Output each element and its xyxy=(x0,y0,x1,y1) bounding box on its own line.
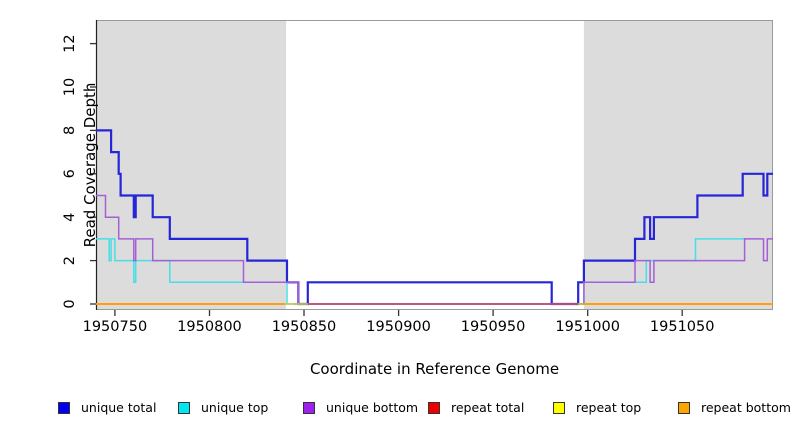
x-tick-label: 1950800 xyxy=(177,319,242,335)
x-axis-title: Coordinate in Reference Genome xyxy=(309,360,560,378)
x-tick-label: 1950850 xyxy=(272,319,337,335)
x-tick-label: 1950750 xyxy=(83,319,148,335)
x-tick-label: 1951000 xyxy=(555,319,620,335)
repeat-region-shade xyxy=(96,20,287,310)
y-tick-label: 12 xyxy=(62,34,78,52)
x-tick-label: 1950900 xyxy=(366,319,431,335)
x-tick-label: 1950950 xyxy=(461,319,526,335)
y-tick-label: 4 xyxy=(62,213,78,222)
y-tick-label: 0 xyxy=(62,299,78,308)
repeat-region-shade xyxy=(583,20,773,310)
y-tick-label: 2 xyxy=(62,256,78,265)
y-axis-title: Read Coverage Depth xyxy=(81,82,99,248)
y-tick-label: 10 xyxy=(62,78,78,96)
y-tick-label: 8 xyxy=(62,126,78,135)
x-tick-label: 1951050 xyxy=(650,319,715,335)
series-unique-total xyxy=(96,129,773,306)
y-tick-label: 6 xyxy=(62,169,78,178)
